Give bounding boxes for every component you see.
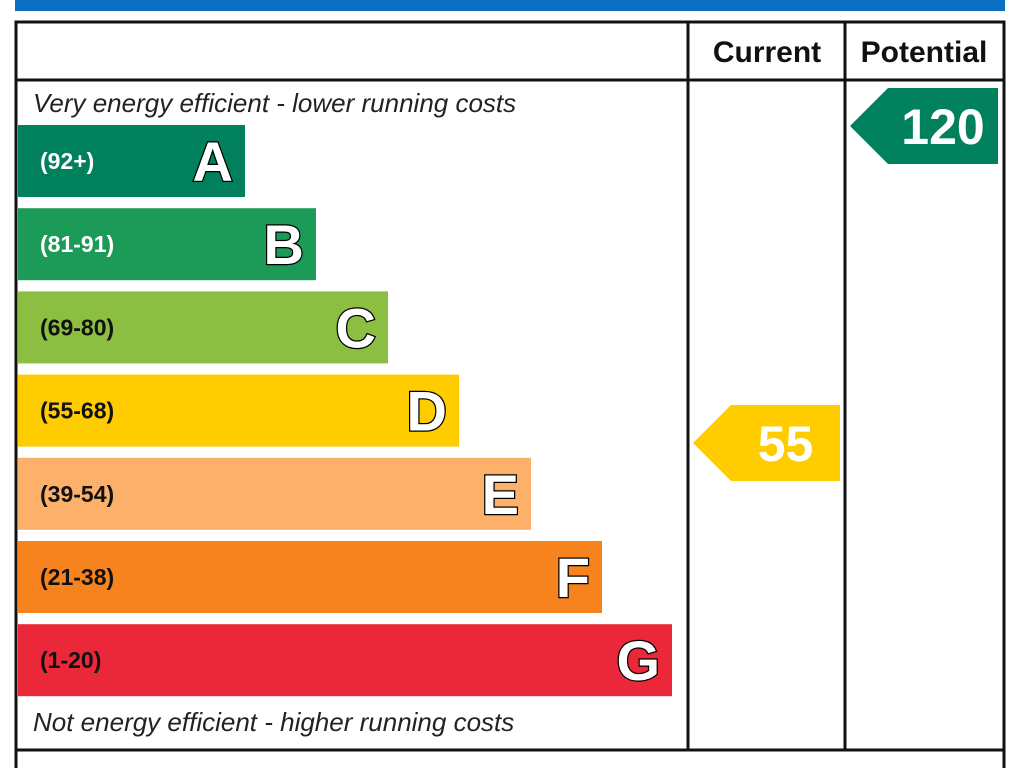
band-letter: C [336, 296, 376, 359]
band-range: (1-20) [40, 647, 101, 673]
band-range: (81-91) [40, 231, 114, 257]
band-letter: F [556, 546, 590, 609]
top-note: Very energy efficient - lower running co… [33, 88, 516, 118]
potential-score: 120 [901, 99, 984, 155]
band-range: (92+) [40, 148, 94, 174]
band-bar [18, 208, 316, 281]
current-header: Current [713, 36, 821, 69]
band-range: (69-80) [40, 314, 114, 340]
band-bar [18, 291, 388, 364]
band-letter: E [482, 463, 519, 526]
band-bar [18, 541, 602, 613]
band-bar [18, 125, 245, 197]
bottom-note: Not energy efficient - higher running co… [33, 707, 514, 737]
band-bar [18, 624, 672, 697]
top-bar [15, 0, 1005, 11]
band-letter: G [616, 629, 660, 692]
current-score: 55 [758, 416, 814, 472]
band-letter: A [193, 130, 233, 193]
band-range: (21-38) [40, 564, 114, 590]
band-range: (55-68) [40, 398, 114, 424]
band-bar [18, 457, 531, 530]
potential-arrow [850, 88, 998, 164]
potential-header: Potential [861, 36, 988, 69]
band-letter: D [407, 380, 447, 443]
current-arrow [693, 405, 840, 481]
band-range: (39-54) [40, 481, 114, 507]
band-bar [18, 374, 459, 447]
band-letter: B [264, 213, 304, 276]
